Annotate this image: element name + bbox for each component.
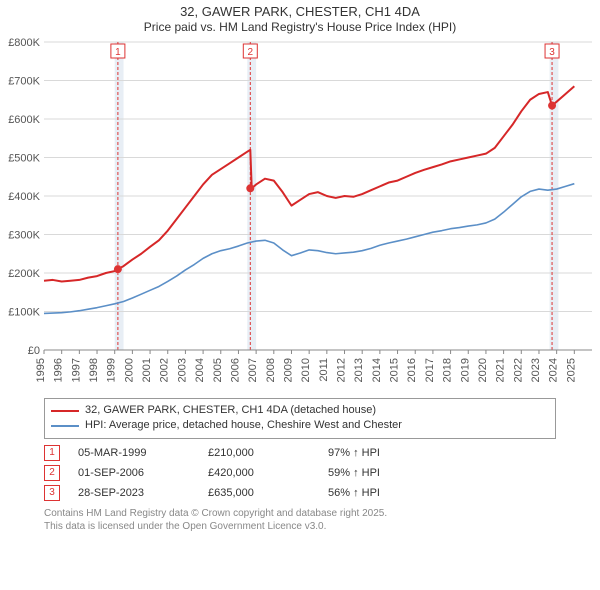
transaction-date: 05-MAR-1999 [78,447,208,459]
svg-text:2014: 2014 [371,358,383,382]
transaction-row: 3 28-SEP-2023 £635,000 56% ↑ HPI [44,485,556,501]
svg-text:2018: 2018 [442,358,454,382]
transaction-date: 28-SEP-2023 [78,487,208,499]
svg-text:1999: 1999 [106,358,118,382]
legend: 32, GAWER PARK, CHESTER, CH1 4DA (detach… [44,398,556,439]
transactions-table: 1 05-MAR-1999 £210,000 97% ↑ HPI 2 01-SE… [44,445,556,501]
footer-line: This data is licensed under the Open Gov… [44,520,556,533]
legend-swatch [51,410,79,412]
transaction-price: £635,000 [208,487,328,499]
svg-text:2008: 2008 [265,358,277,382]
transaction-row: 1 05-MAR-1999 £210,000 97% ↑ HPI [44,445,556,461]
svg-text:£200K: £200K [8,268,40,280]
svg-text:£700K: £700K [8,76,40,88]
transaction-pct: 59% ↑ HPI [328,467,418,479]
svg-text:2001: 2001 [141,358,153,382]
svg-text:2: 2 [248,47,254,58]
transaction-date: 01-SEP-2006 [78,467,208,479]
svg-text:2013: 2013 [353,358,365,382]
legend-item: 32, GAWER PARK, CHESTER, CH1 4DA (detach… [51,403,549,418]
svg-text:3: 3 [549,47,555,58]
transaction-marker: 1 [44,445,60,461]
svg-text:2025: 2025 [565,358,577,382]
svg-text:£600K: £600K [8,114,40,126]
svg-text:1995: 1995 [35,358,47,382]
svg-text:£500K: £500K [8,153,40,165]
svg-text:2009: 2009 [282,358,294,382]
svg-text:£800K: £800K [8,37,40,49]
svg-text:2016: 2016 [406,358,418,382]
svg-text:2003: 2003 [176,358,188,382]
chart-area: 1 2 3 £0 £100K £200K £300K £400K £500K £600K £700K… [0,34,600,394]
chart-svg: 1 2 3 £0 £100K £200K £300K £400K £500K £600K £700K… [0,34,600,394]
title-block: 32, GAWER PARK, CHESTER, CH1 4DA Price p… [0,0,600,34]
svg-text:1997: 1997 [70,358,82,382]
svg-text:2002: 2002 [159,358,171,382]
svg-text:2023: 2023 [530,358,542,382]
svg-text:2011: 2011 [318,358,330,382]
footer-line: Contains HM Land Registry data © Crown c… [44,507,556,520]
svg-text:2005: 2005 [212,358,224,382]
svg-text:2004: 2004 [194,358,206,382]
transaction-price: £210,000 [208,447,328,459]
svg-text:2022: 2022 [512,358,524,382]
svg-text:2015: 2015 [389,358,401,382]
svg-text:2007: 2007 [247,358,259,382]
svg-text:2000: 2000 [123,358,135,382]
svg-text:1998: 1998 [88,358,100,382]
transaction-marker: 2 [44,465,60,481]
svg-text:£300K: £300K [8,230,40,242]
footer-note: Contains HM Land Registry data © Crown c… [44,507,556,533]
transaction-marker: 3 [44,485,60,501]
transaction-price: £420,000 [208,467,328,479]
svg-text:£0: £0 [28,345,40,357]
svg-text:2021: 2021 [495,358,507,382]
svg-text:2006: 2006 [229,358,241,382]
svg-text:2010: 2010 [300,358,312,382]
legend-label: 32, GAWER PARK, CHESTER, CH1 4DA (detach… [85,403,376,418]
legend-swatch [51,425,79,427]
transaction-pct: 97% ↑ HPI [328,447,418,459]
chart-container: 32, GAWER PARK, CHESTER, CH1 4DA Price p… [0,0,600,590]
svg-text:£400K: £400K [8,191,40,203]
svg-text:2019: 2019 [459,358,471,382]
legend-item: HPI: Average price, detached house, Ches… [51,418,549,433]
title-sub: Price paid vs. HM Land Registry's House … [0,20,600,34]
svg-text:2017: 2017 [424,358,436,382]
svg-text:2024: 2024 [548,358,560,382]
svg-text:1: 1 [115,47,121,58]
svg-text:1996: 1996 [53,358,65,382]
transaction-row: 2 01-SEP-2006 £420,000 59% ↑ HPI [44,465,556,481]
legend-label: HPI: Average price, detached house, Ches… [85,418,402,433]
svg-text:£100K: £100K [8,307,40,319]
svg-text:2012: 2012 [336,358,348,382]
transaction-pct: 56% ↑ HPI [328,487,418,499]
title-main: 32, GAWER PARK, CHESTER, CH1 4DA [0,4,600,19]
svg-text:2020: 2020 [477,358,489,382]
